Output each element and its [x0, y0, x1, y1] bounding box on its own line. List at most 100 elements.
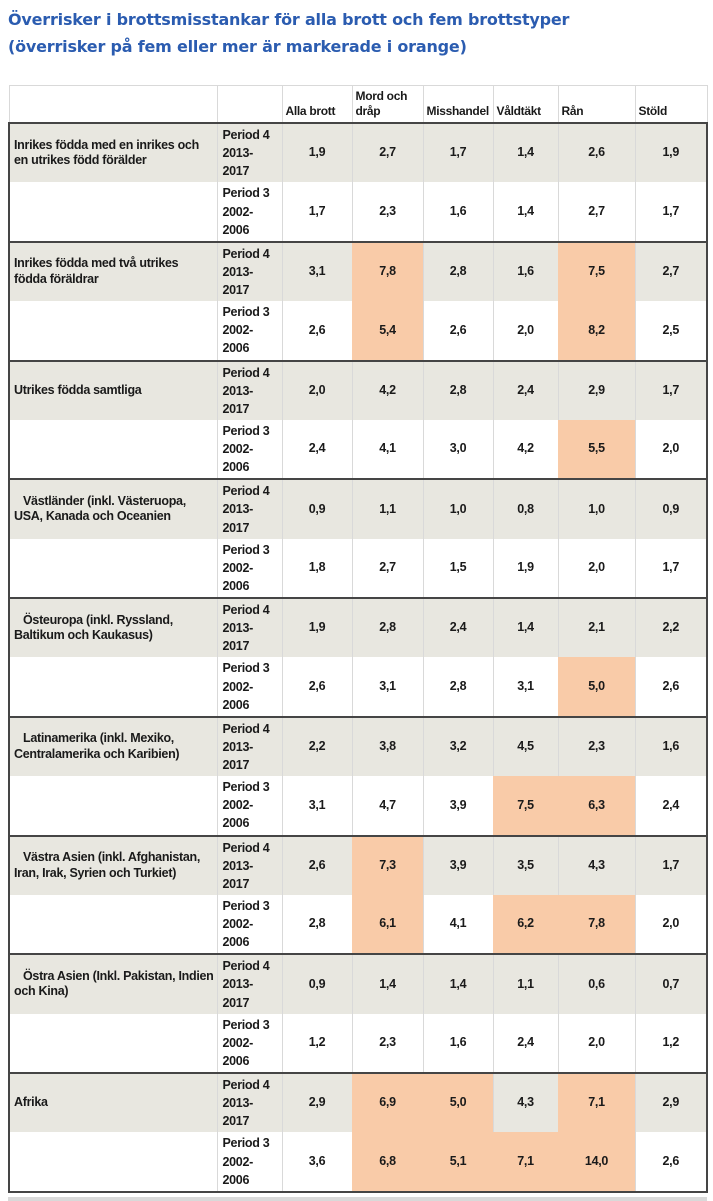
value-cell: 3,1: [281, 776, 352, 836]
value-cell: 2,9: [281, 1073, 352, 1133]
value-cell: 1,7: [634, 182, 707, 242]
value-cell: 3,1: [351, 657, 423, 717]
period-years: 2013-2017: [222, 502, 254, 535]
period-years: 2002-2006: [222, 679, 254, 712]
value-cell: 2,2: [634, 598, 707, 658]
period-name: Period 4: [222, 1078, 270, 1092]
value-cell: 2,0: [557, 538, 635, 598]
value-cell: 1,0: [422, 479, 493, 539]
value-cell: 1,7: [281, 182, 352, 242]
value-cell: 2,7: [557, 182, 635, 242]
period-name: Period 3: [222, 186, 270, 201]
row-group-label-empty: [9, 1132, 217, 1191]
period-cell: Period 4 2013-2017: [216, 360, 282, 420]
row-group-label: Latinamerika (inkl. Mexiko, Centralameri…: [9, 716, 217, 777]
row-group-label: Inrikes födda med en inrikes och en utri…: [9, 123, 217, 183]
value-cell: 2,3: [557, 716, 635, 777]
value-cell: 7,3: [351, 835, 423, 895]
value-cell: 0,9: [281, 479, 352, 539]
value-cell: 1,8: [281, 538, 352, 598]
row-group: Latinamerika (inkl. Mexiko, Centralameri…: [9, 716, 707, 836]
period-name: Period 3: [222, 661, 270, 676]
value-cell: 2,6: [281, 301, 352, 361]
table-row: Period 3 2002-2006 2,4 4,1 3,0 4,2 5,5 2,0: [9, 419, 707, 480]
table-row: Period 3 2002-2006 3,1 4,7 3,9 7,5 6,3 2,4: [9, 776, 707, 836]
value-cell: 6,8: [351, 1132, 423, 1192]
period-name: Period 4: [222, 840, 270, 855]
row-group-label-empty: [9, 776, 217, 835]
table-row: Period 3 2002-2006 1,2 2,3 1,6 2,4 2,0 1,2: [9, 1013, 707, 1073]
period-years: 2002-2006: [222, 560, 254, 593]
period-name: Period 4: [222, 128, 270, 142]
value-cell: 2,4: [281, 419, 352, 480]
value-cell: 6,2: [492, 894, 558, 955]
table-row: Inrikes födda med en inrikes och en utri…: [9, 123, 707, 183]
table-row: Latinamerika (inkl. Mexiko, Centralameri…: [9, 716, 707, 777]
period-cell: Period 4 2013-2017: [216, 1073, 282, 1133]
value-cell: 1,6: [492, 241, 558, 302]
table-row: Period 3 2002-2006 1,8 2,7 1,5 1,9 2,0 1,7: [9, 538, 707, 598]
period-years: 2013-2017: [222, 264, 254, 297]
table-row: Afrika Period 4 2013-2017 2,9 6,9 5,0 4,3 7,1 2,…: [9, 1073, 707, 1133]
value-cell: 5,5: [557, 419, 635, 480]
table-row: Period 3 2002-2006 1,7 2,3 1,6 1,4 2,7 1,7: [9, 182, 707, 242]
row-group-label-empty: [9, 301, 217, 360]
value-cell: 2,9: [557, 360, 635, 420]
period-name: Period 4: [222, 959, 270, 974]
value-cell: 2,8: [422, 241, 493, 302]
value-cell: 2,2: [281, 716, 352, 777]
value-cell: 5,0: [557, 657, 635, 717]
value-cell: 4,5: [492, 716, 558, 777]
period-name: Period 3: [222, 542, 270, 557]
value-cell: 7,8: [351, 241, 423, 302]
period-years: 2002-2006: [222, 1154, 254, 1187]
value-cell: 3,9: [422, 835, 493, 895]
row-group-label-empty: [9, 539, 217, 598]
value-cell: 2,8: [281, 894, 352, 955]
row-group-label: Västländer (inkl. Västeruopa, USA, Kanad…: [9, 479, 217, 539]
period-cell: Period 3 2002-2006: [216, 776, 282, 836]
bottom-scroll-strip: [8, 1196, 707, 1201]
row-group-label: Östra Asien (Inkl. Pakistan, Indien och …: [9, 954, 217, 1014]
value-cell: 2,4: [492, 360, 558, 420]
value-cell: 2,1: [557, 598, 635, 658]
value-cell: 1,7: [634, 835, 707, 895]
value-cell: 2,6: [634, 1132, 707, 1192]
value-cell: 2,4: [492, 1013, 558, 1073]
table-row: Period 3 2002-2006 3,6 6,8 5,1 7,1 14,0 2,6: [9, 1132, 707, 1192]
value-cell: 14,0: [557, 1132, 635, 1192]
period-cell: Period 4 2013-2017: [216, 716, 282, 777]
row-group: Västra Asien (inkl. Afghanistan, Iran, I…: [9, 835, 707, 955]
value-cell: 4,3: [557, 835, 635, 895]
header-category-cell: [8, 85, 218, 124]
value-cell: 1,4: [492, 123, 558, 183]
table-row: Period 3 2002-2006 2,6 3,1 2,8 3,1 5,0 2,6: [9, 657, 707, 717]
value-cell: 2,4: [634, 776, 707, 836]
period-years: 2013-2017: [222, 858, 254, 891]
column-header-stold: Stöld: [634, 85, 708, 124]
value-cell: 2,8: [422, 657, 493, 717]
period-cell: Period 4 2013-2017: [216, 598, 282, 658]
row-group-label: Utrikes födda samtliga: [9, 360, 217, 420]
table-row: Inrikes födda med två utrikes födda förä…: [9, 241, 707, 302]
period-years: 2002-2006: [222, 323, 254, 356]
period-cell: Period 4 2013-2017: [216, 241, 282, 302]
period-name: Period 3: [222, 305, 270, 320]
value-cell: 2,0: [281, 360, 352, 420]
table-row: Östra Asien (Inkl. Pakistan, Indien och …: [9, 954, 707, 1014]
value-cell: 2,7: [351, 538, 423, 598]
value-cell: 6,3: [557, 776, 635, 836]
value-cell: 1,9: [634, 123, 707, 183]
period-years: 2013-2017: [222, 146, 254, 179]
page-title-line2: (överrisker på fem eller mer är markerad…: [8, 37, 467, 56]
period-name: Period 3: [222, 423, 270, 438]
period-years: 2002-2006: [222, 798, 254, 831]
value-cell: 1,4: [492, 598, 558, 658]
period-name: Period 4: [222, 365, 270, 380]
value-cell: 1,2: [634, 1013, 707, 1073]
row-group: Västländer (inkl. Västeruopa, USA, Kanad…: [9, 479, 707, 598]
value-cell: 1,4: [492, 182, 558, 242]
value-cell: 5,0: [422, 1073, 493, 1133]
value-cell: 4,7: [351, 776, 423, 836]
period-name: Period 4: [222, 603, 270, 617]
